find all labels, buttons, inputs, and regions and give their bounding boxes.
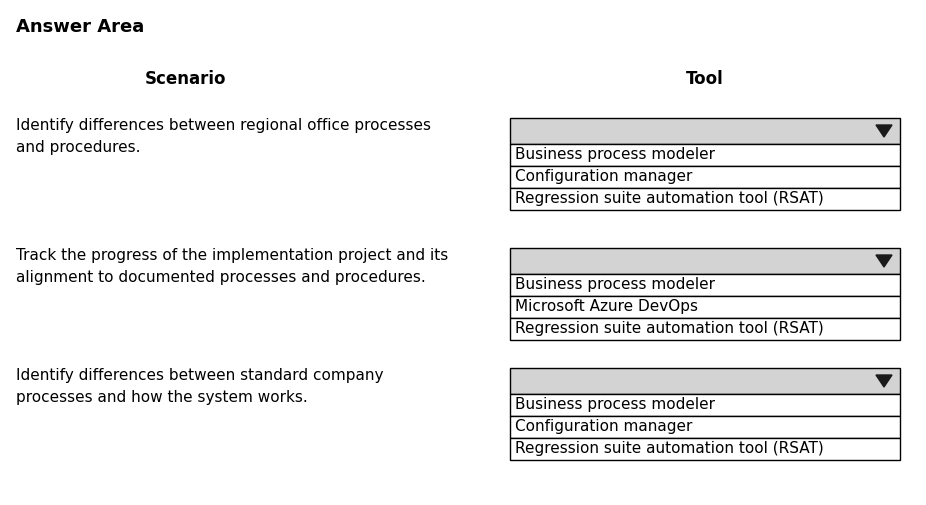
Text: Scenario: Scenario xyxy=(144,70,226,88)
Text: Answer Area: Answer Area xyxy=(16,18,144,36)
Text: Identify differences between regional office processes
and procedures.: Identify differences between regional of… xyxy=(16,118,431,155)
Bar xyxy=(510,166,900,188)
Bar xyxy=(510,144,900,166)
Bar xyxy=(510,118,900,144)
Bar xyxy=(510,318,900,340)
Text: Tool: Tool xyxy=(686,70,724,88)
Text: Business process modeler: Business process modeler xyxy=(515,147,715,162)
Bar xyxy=(510,394,900,416)
Bar xyxy=(510,416,900,438)
Text: Business process modeler: Business process modeler xyxy=(515,277,715,292)
Text: Configuration manager: Configuration manager xyxy=(515,169,693,184)
Text: Configuration manager: Configuration manager xyxy=(515,419,693,434)
Text: Microsoft Azure DevOps: Microsoft Azure DevOps xyxy=(515,299,698,314)
Polygon shape xyxy=(876,375,892,387)
Bar xyxy=(510,438,900,460)
Text: Regression suite automation tool (RSAT): Regression suite automation tool (RSAT) xyxy=(515,191,824,206)
Bar xyxy=(510,274,900,296)
Bar xyxy=(510,188,900,210)
Text: Business process modeler: Business process modeler xyxy=(515,397,715,412)
Text: Regression suite automation tool (RSAT): Regression suite automation tool (RSAT) xyxy=(515,441,824,456)
Text: Identify differences between standard company
processes and how the system works: Identify differences between standard co… xyxy=(16,368,383,405)
Polygon shape xyxy=(876,255,892,267)
Text: Regression suite automation tool (RSAT): Regression suite automation tool (RSAT) xyxy=(515,321,824,336)
Bar xyxy=(510,368,900,394)
Bar xyxy=(510,296,900,318)
Text: Track the progress of the implementation project and its
alignment to documented: Track the progress of the implementation… xyxy=(16,248,448,285)
Bar xyxy=(510,248,900,274)
Polygon shape xyxy=(876,125,892,137)
